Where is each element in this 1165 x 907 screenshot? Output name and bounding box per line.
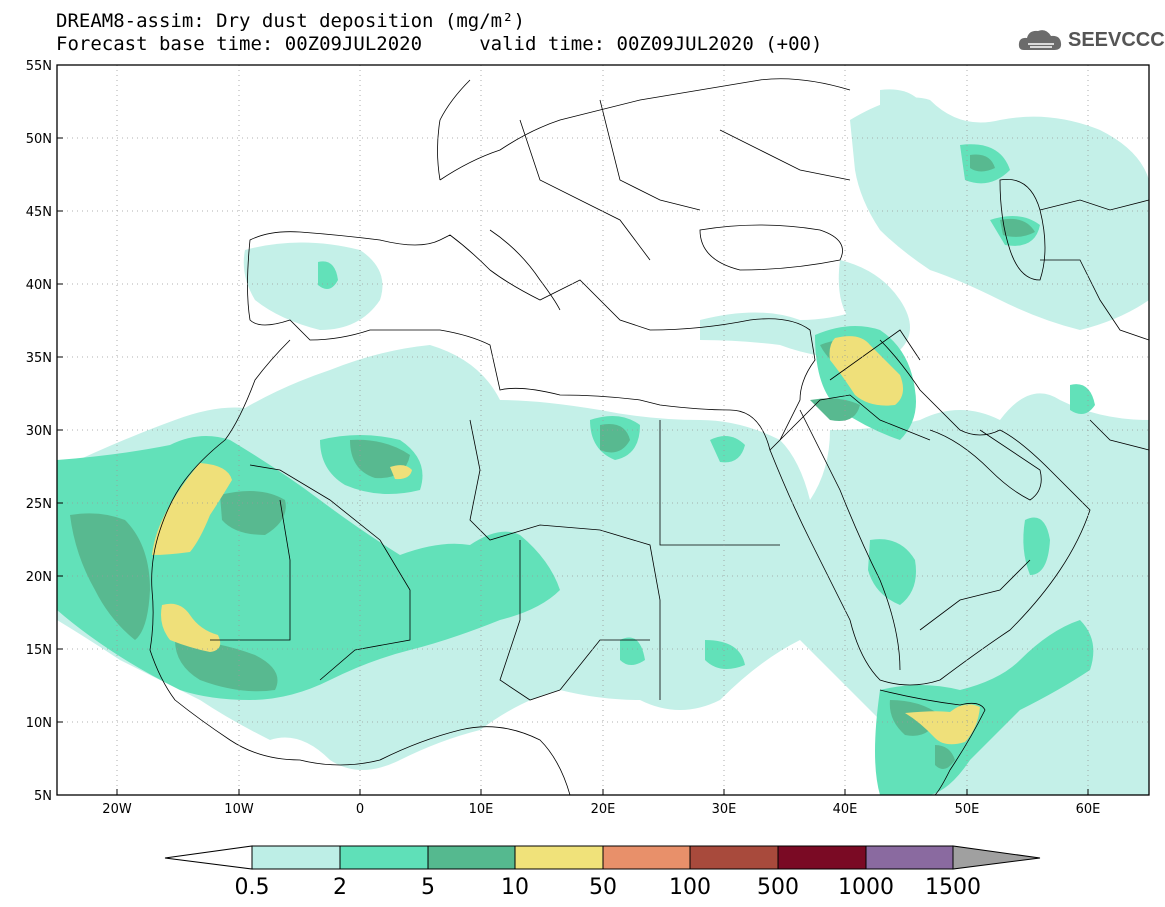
- map-title: DREAM8-assim: Dry dust deposition (mg/m²…: [56, 10, 525, 32]
- lat-label: 5N: [34, 789, 52, 804]
- map-subtitle: Forecast base time: 00Z09JUL2020 valid t…: [56, 33, 823, 55]
- colorbar-under-arrow: [164, 845, 253, 870]
- colorbar-over-arrow: [952, 845, 1041, 870]
- colorbar-segment: [689, 845, 779, 870]
- lon-label: 30E: [712, 802, 737, 817]
- colorbar-label: 5: [421, 875, 435, 900]
- lon-label: 10W: [224, 802, 254, 817]
- lon-label: 40E: [833, 802, 858, 817]
- colorbar: 0.5 2 5 10 50 100 500 1000 1500: [164, 845, 1041, 900]
- axis-ticks: [57, 64, 1089, 795]
- lat-label: 40N: [26, 278, 52, 293]
- colorbar-segment: [777, 845, 867, 870]
- coastlines: [149, 78, 1149, 795]
- colorbar-segment: [251, 845, 341, 870]
- colorbar-segment: [339, 845, 429, 870]
- lat-label: 50N: [26, 132, 52, 147]
- colorbar-segment: [865, 845, 954, 870]
- colorbar-segment: [602, 845, 691, 870]
- lat-label: 45N: [26, 205, 52, 220]
- latitude-labels: 55N 50N 45N 40N 35N 30N 25N 20N 15N 10N …: [26, 59, 52, 804]
- logo-text: SEEVCCC: [1068, 29, 1165, 51]
- lat-label: 35N: [26, 351, 52, 366]
- lat-label: 55N: [26, 59, 52, 74]
- field-level-4: [152, 336, 980, 745]
- lon-label: 0: [356, 802, 364, 817]
- colorbar-label: 1500: [925, 875, 981, 900]
- colorbar-label: 0.5: [235, 875, 270, 900]
- lon-label: 60E: [1076, 802, 1101, 817]
- colorbar-label: 100: [669, 875, 711, 900]
- longitude-labels: 20W 10W 0 10E 20E 30E 40E 50E 60E: [102, 802, 1100, 817]
- colorbar-segment: [514, 845, 604, 870]
- lon-label: 20W: [102, 802, 132, 817]
- lat-label: 15N: [26, 643, 52, 658]
- cloud-icon: [1018, 30, 1062, 50]
- colorbar-label: 50: [589, 875, 617, 900]
- colorbar-label: 1000: [838, 875, 894, 900]
- colorbar-segment: [427, 845, 516, 870]
- map-grid: [57, 65, 1149, 795]
- lon-label: 10E: [469, 802, 494, 817]
- colorbar-label: 10: [501, 875, 529, 900]
- colorbar-label: 2: [333, 875, 347, 900]
- lat-label: 10N: [26, 716, 52, 731]
- lon-label: 20E: [591, 802, 616, 817]
- lon-label: 50E: [955, 802, 980, 817]
- lat-label: 30N: [26, 424, 52, 439]
- lat-label: 25N: [26, 497, 52, 512]
- lat-label: 20N: [26, 570, 52, 585]
- colorbar-label: 500: [757, 875, 799, 900]
